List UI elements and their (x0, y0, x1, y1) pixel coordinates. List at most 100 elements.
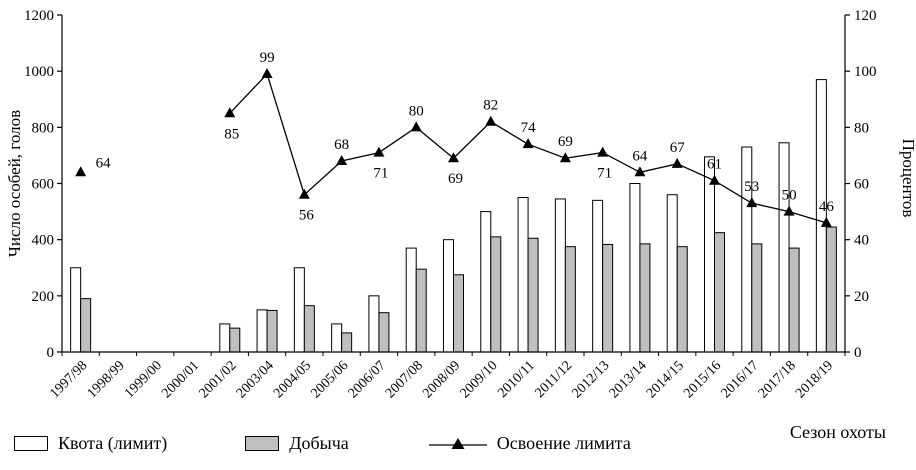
quota-bar (405, 247, 417, 353)
utilization-value-label: 71 (373, 166, 388, 182)
x-tick-label: 2001/02 (197, 358, 240, 401)
x-axis-caption: Сезон охоты (789, 422, 886, 442)
utilization-marker (522, 138, 534, 149)
quota-bar (293, 267, 305, 353)
legend-item-utilization: Освоение лимита (427, 433, 631, 454)
harvest-bar (751, 243, 763, 353)
utilization-marker (746, 197, 758, 208)
chart-legend: Квота (лимит) Добыча Освоение лимита (14, 433, 631, 454)
right-tick-label: 100 (854, 64, 877, 80)
quota-bar (256, 309, 268, 353)
quota-bar (815, 79, 827, 353)
x-tick-label: 2010/11 (495, 358, 538, 401)
utilization-value-label: 61 (707, 157, 722, 173)
quota-bar (629, 183, 641, 353)
utilization-marker (820, 216, 832, 227)
left-tick-label: 200 (32, 289, 55, 305)
x-tick-label: 2000/01 (159, 358, 202, 401)
utilization-value-label: 82 (483, 98, 498, 114)
right-tick-label: 120 (854, 8, 877, 24)
right-tick-label: 80 (854, 120, 869, 136)
legend-label-utilization: Освоение лимита (496, 433, 631, 453)
left-axis-title: Число особей, голов (5, 110, 24, 257)
left-tick-label: 800 (32, 120, 55, 136)
x-tick-label: 2006/07 (346, 358, 389, 401)
utilization-marker (75, 166, 87, 177)
legend-item-harvest: Добыча (245, 433, 349, 454)
utilization-value-label: 71 (597, 166, 612, 182)
utilization-value-label: 68 (334, 137, 349, 153)
combo-chart-canvas: 0 200 400 600 800 1000 1200 0 20 40 60 80 100 120 1997… (5, 8, 916, 401)
x-tick-label: 1999/00 (122, 358, 165, 401)
x-tick-label: 2008/09 (420, 358, 463, 401)
harvest-bar (378, 312, 390, 353)
harvest-bar (639, 243, 651, 353)
harvest-bar (714, 232, 725, 353)
utilization-marker (261, 67, 273, 78)
x-tick-label: 2014/15 (644, 358, 687, 401)
x-tick-label: 2011/12 (532, 358, 575, 401)
right-axis-title: Процентов (899, 139, 916, 218)
x-tick-label: 2016/17 (719, 358, 762, 401)
quota-bar (219, 323, 231, 353)
quota-bar (554, 198, 566, 353)
legend-item-quota: Квота (лимит) (14, 433, 167, 454)
utilization-value-label: 85 (224, 126, 239, 142)
harvest-bar (490, 236, 502, 353)
x-tick-label: 2017/18 (756, 358, 799, 401)
harvest-bar (266, 309, 278, 353)
x-tick-label: 1997/98 (47, 358, 90, 401)
legend-label-quota: Квота (лимит) (58, 433, 168, 453)
utilization-marker (336, 155, 348, 166)
utilization-value-label: 64 (96, 155, 112, 171)
quota-bar (517, 197, 529, 353)
utilization-value-label: 56 (299, 208, 315, 224)
quota-bar (368, 295, 380, 353)
utilization-marker (485, 115, 497, 126)
utilization-marker (559, 152, 571, 163)
utilization-marker (597, 146, 609, 157)
harvest-bar (415, 268, 427, 353)
utilization-value-label: 67 (670, 140, 686, 156)
x-tick-label: 2012/13 (569, 358, 612, 401)
utilization-marker (634, 166, 646, 177)
utilization-marker (709, 174, 720, 185)
quota-bar (592, 199, 604, 353)
left-tick-label: 1200 (24, 8, 54, 24)
legend-label-harvest: Добыча (289, 433, 349, 453)
utilization-value-label: 46 (819, 199, 835, 215)
utilization-marker (783, 205, 795, 216)
utilization-value-label: 80 (409, 103, 424, 119)
harvest-bar (80, 298, 92, 353)
quota-bar (704, 156, 715, 353)
utilization-value-label: 50 (782, 188, 797, 204)
harvest-bar (303, 305, 315, 353)
right-tick-label: 20 (854, 289, 869, 305)
right-tick-label: 60 (854, 177, 869, 193)
x-tick-label: 2009/10 (458, 358, 501, 401)
left-tick-label: 1000 (24, 64, 54, 80)
right-tick-label: 40 (854, 233, 869, 249)
utilization-marker (448, 152, 459, 163)
x-tick-label: 1998/99 (85, 358, 128, 401)
harvest-bar (788, 247, 800, 353)
x-tick-label: 2007/08 (383, 358, 426, 401)
harvest-bar (602, 243, 614, 353)
utilization-value-label: 69 (558, 134, 573, 150)
utilization-value-label: 99 (260, 50, 275, 66)
harvest-bar (676, 246, 688, 353)
utilization-line-icon (427, 436, 489, 452)
harvest-bar (527, 237, 539, 353)
x-tick-label: 2018/19 (793, 358, 836, 401)
x-tick-label: 2013/14 (607, 358, 650, 401)
harvest-bar (564, 246, 576, 353)
left-tick-label: 0 (47, 345, 55, 361)
utilization-value-label: 64 (632, 148, 648, 164)
quota-bar (778, 142, 790, 353)
x-tick-label: 2015/16 (681, 358, 724, 401)
harvest-bar (825, 226, 837, 353)
utilization-marker (224, 107, 236, 118)
right-tick-label: 0 (854, 345, 862, 361)
harvest-bar (453, 274, 464, 353)
